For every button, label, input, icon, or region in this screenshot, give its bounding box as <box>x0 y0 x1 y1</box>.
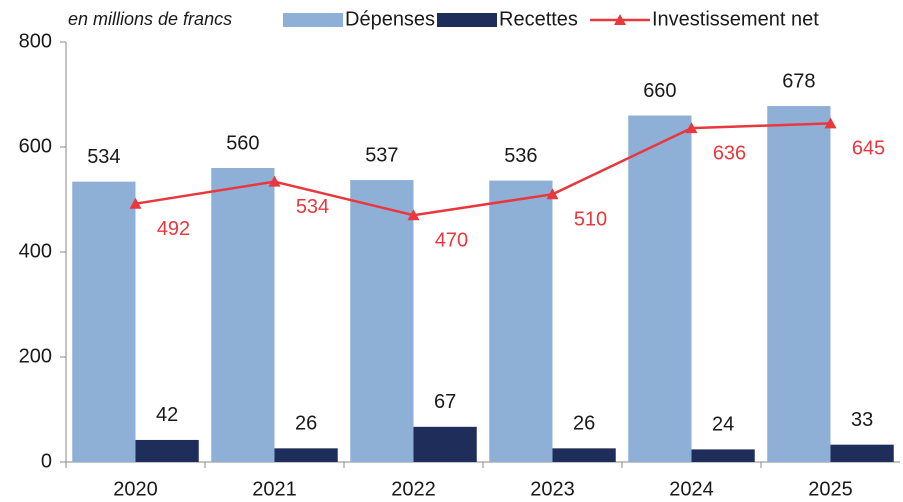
legend-label: Dépenses <box>345 8 435 30</box>
x-tick-label: 2025 <box>808 478 853 500</box>
x-tick-label: 2020 <box>113 478 158 500</box>
bar <box>135 439 199 462</box>
data-label: 534 <box>296 196 329 218</box>
bar <box>350 180 414 462</box>
x-tick-label: 2022 <box>391 478 436 500</box>
bar <box>552 448 616 462</box>
marker <box>546 188 559 200</box>
data-label: 492 <box>157 218 190 240</box>
legend-swatch <box>437 13 497 27</box>
data-label: 560 <box>226 132 259 154</box>
bar <box>767 106 831 463</box>
data-label: 660 <box>643 80 676 102</box>
y-tick-label: 400 <box>19 240 52 262</box>
data-label: 645 <box>852 138 885 160</box>
data-label: 67 <box>434 391 456 413</box>
marker <box>268 175 281 187</box>
data-label: 24 <box>712 414 734 436</box>
y-tick-label: 800 <box>19 30 52 52</box>
x-tick-label: 2023 <box>530 478 575 500</box>
marker <box>407 209 420 221</box>
legend-label: Investissement net <box>652 8 819 30</box>
y-tick-label: 0 <box>41 450 52 472</box>
marker <box>129 197 142 209</box>
bar <box>628 115 692 462</box>
line <box>135 122 831 217</box>
data-label: 636 <box>713 142 746 164</box>
bar <box>691 449 755 462</box>
data-label: 510 <box>574 209 607 231</box>
data-label: 470 <box>435 230 468 252</box>
legend-swatch <box>283 13 343 27</box>
legend-swatch <box>614 14 626 25</box>
chart-subtitle: en millions de francs <box>68 9 232 29</box>
data-label: 537 <box>365 144 398 166</box>
bar <box>413 426 477 462</box>
x-tick-label: 2024 <box>669 478 714 500</box>
x-tick-label: 2021 <box>252 478 297 500</box>
data-label: 26 <box>573 413 595 435</box>
data-label: 42 <box>156 404 178 426</box>
y-tick-label: 200 <box>19 345 52 367</box>
data-label: 536 <box>504 145 537 167</box>
y-tick-label: 600 <box>19 135 52 157</box>
data-label: 678 <box>782 70 815 92</box>
bar <box>211 168 275 462</box>
data-label: 26 <box>295 413 317 435</box>
bar <box>830 444 894 462</box>
marker <box>824 117 837 129</box>
marker <box>685 122 698 134</box>
bar <box>489 180 553 462</box>
data-label: 33 <box>851 409 873 431</box>
legend-label: Recettes <box>499 8 578 30</box>
bar <box>274 448 338 462</box>
data-label: 534 <box>87 146 120 168</box>
bar <box>72 181 136 462</box>
